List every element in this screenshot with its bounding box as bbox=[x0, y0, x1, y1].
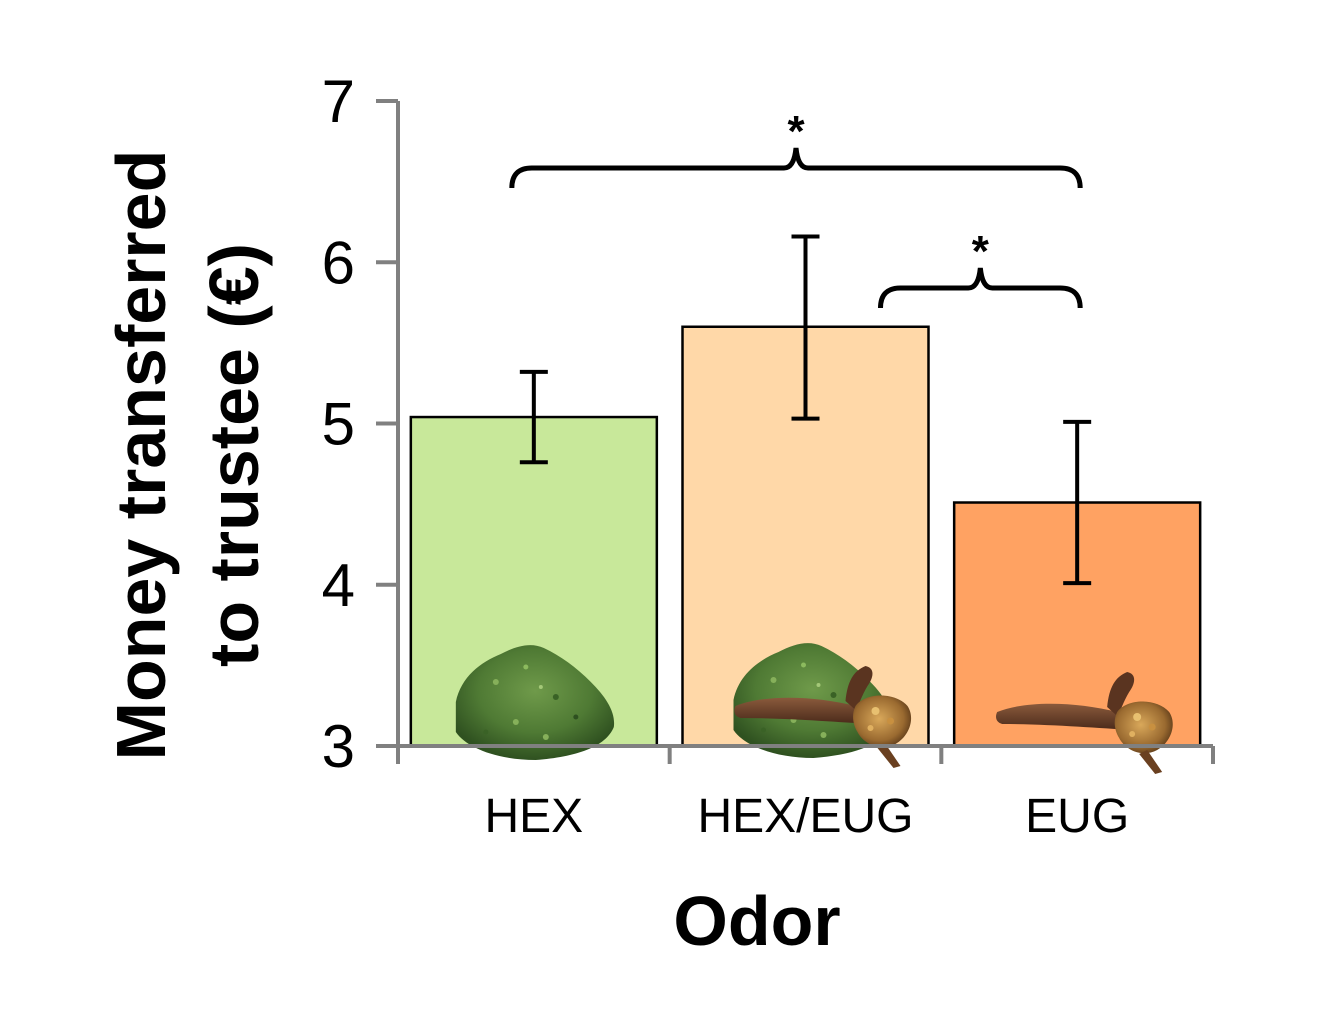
plot-area: 3 4 5 6 7 HEX HEX/EUG EUG * * bbox=[322, 68, 1215, 843]
x-axis-title: Odor bbox=[673, 882, 840, 960]
significance-bracket bbox=[878, 267, 1083, 309]
x-tick-label: EUG bbox=[1025, 790, 1129, 843]
error-bar-hex-eug bbox=[791, 234, 820, 421]
y-tick-label: 4 bbox=[322, 552, 355, 619]
significance-bracket bbox=[509, 147, 1083, 189]
y-axis-title-line-1: Money transferred bbox=[102, 150, 180, 761]
x-tick-label: HEX/EUG bbox=[697, 790, 913, 843]
y-tick-label: 3 bbox=[322, 713, 355, 780]
y-tick-label: 5 bbox=[322, 391, 355, 458]
significance-star: * bbox=[787, 107, 805, 156]
error-bar-hex bbox=[519, 369, 548, 465]
y-tick-label: 6 bbox=[322, 229, 355, 296]
y-tick-label: 7 bbox=[322, 68, 355, 135]
y-axis-title-line-2: to trustee (€) bbox=[195, 243, 273, 667]
error-bar-eug bbox=[1063, 419, 1092, 586]
x-tick-label: HEX bbox=[484, 790, 583, 843]
significance-star: * bbox=[972, 227, 990, 276]
